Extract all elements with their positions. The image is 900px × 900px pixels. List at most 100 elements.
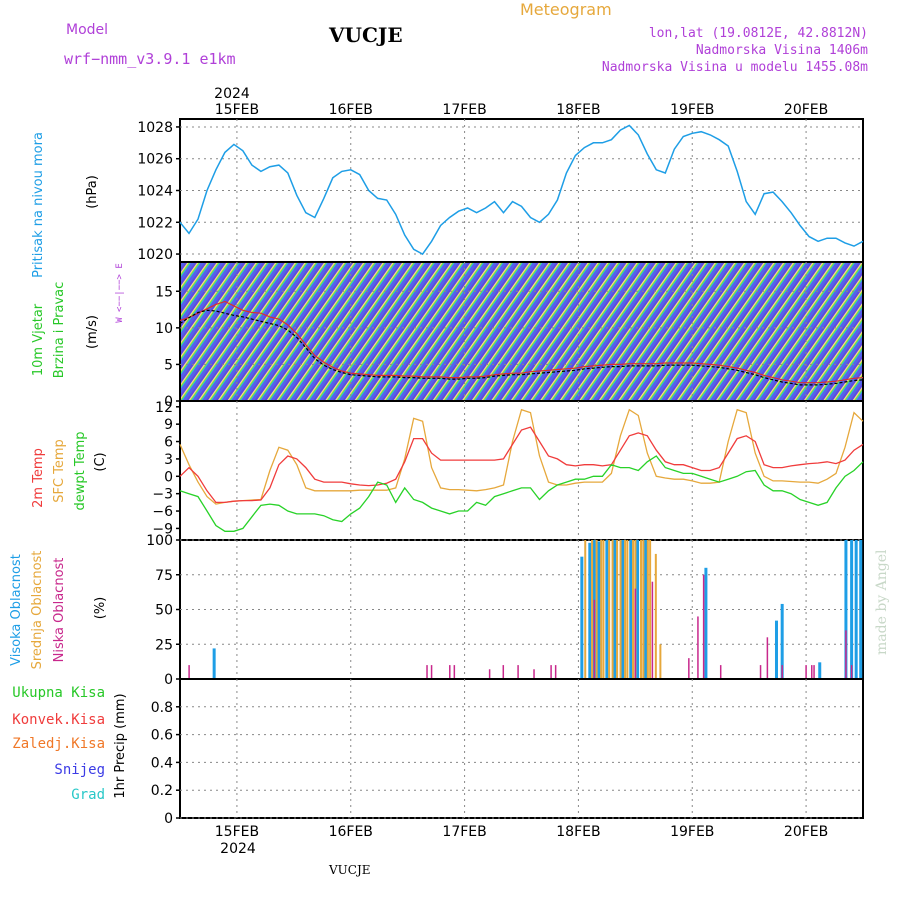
low-cloud-bar bbox=[719, 665, 722, 679]
top-date-label: 17FEB bbox=[442, 102, 486, 118]
footer-station: VUCJE bbox=[328, 863, 371, 877]
low-cloud-bar bbox=[766, 637, 769, 679]
dewpt-label: dewpt Temp bbox=[73, 431, 88, 510]
y-tick-label: 1022 bbox=[137, 215, 173, 231]
y-tick-label: 0 bbox=[164, 394, 173, 410]
sfc-temp-line bbox=[179, 408, 864, 505]
y-tick-label: 0.6 bbox=[151, 728, 173, 744]
y-tick-label: 0 bbox=[164, 672, 173, 688]
low-cloud-bar bbox=[453, 665, 456, 679]
mid-cloud-bar bbox=[642, 540, 645, 679]
low-cloud-bar bbox=[781, 665, 783, 679]
panel-frame bbox=[179, 400, 864, 541]
low-cloud-bar bbox=[502, 665, 505, 679]
mid-cloud-bar bbox=[591, 540, 594, 679]
bottom-date-labels: 15FEB 16FEB 17FEB 18FEB 19FEB 20FEB bbox=[215, 824, 828, 840]
model-label: Model bbox=[66, 22, 108, 38]
precip-legend-item: Zaledj.Kisa bbox=[12, 736, 105, 752]
top-date-label: 18FEB bbox=[556, 102, 600, 118]
top-date-label: 15FEB bbox=[215, 102, 259, 118]
y-tick-label: 75 bbox=[155, 568, 173, 584]
mid-cloud-bar bbox=[602, 540, 605, 679]
pressure-ylabel: (hPa) bbox=[85, 175, 100, 209]
wind-compass-legend: W <−−|−−> E bbox=[115, 263, 125, 323]
dewpt-line bbox=[179, 455, 864, 532]
mid-cloud-bar bbox=[624, 540, 627, 679]
low-cloud-bar bbox=[811, 665, 813, 679]
temp2m-line bbox=[179, 426, 864, 504]
cloud-ylabel: (%) bbox=[93, 597, 108, 620]
precip-legend-item: Ukupna Kisa bbox=[12, 685, 105, 701]
high-cloud-bar bbox=[780, 603, 784, 679]
low-cloud-bar bbox=[517, 665, 519, 679]
y-tick-label: 25 bbox=[155, 637, 173, 653]
low-cloud-bar bbox=[533, 669, 535, 679]
pressure-panel: 1020 1022 1024 1026 1028 bbox=[137, 118, 864, 263]
cloud-panel: 0 25 50 75 100 bbox=[146, 533, 864, 688]
mid-cloud-bar bbox=[595, 540, 598, 679]
high-cloud-bar bbox=[629, 540, 633, 679]
high-cloud-bar bbox=[597, 541, 601, 679]
y-tick-label: 1020 bbox=[137, 247, 173, 263]
high-cloud-bar bbox=[580, 556, 584, 679]
mid-cloud-bar bbox=[640, 540, 643, 679]
high-cloud-bar bbox=[636, 540, 640, 679]
mid-cloud-bar bbox=[608, 540, 611, 679]
y-tick-label: 0.8 bbox=[151, 700, 173, 716]
top-date-labels: 15FEB 16FEB 17FEB 18FEB 19FEB 20FEB bbox=[215, 102, 828, 118]
panel-frame bbox=[179, 678, 864, 819]
low-cloud-bar bbox=[651, 581, 654, 679]
top-date-label: 20FEB bbox=[784, 102, 828, 118]
y-tick-label: 12 bbox=[155, 400, 173, 416]
low-cloud-label: Niska Oblacnost bbox=[52, 558, 67, 663]
low-cloud-bar bbox=[850, 665, 853, 679]
top-date-label: 19FEB bbox=[670, 102, 714, 118]
model-elevation-text: Nadmorska Visina u modelu 1455.08m bbox=[602, 60, 868, 75]
sfctemp-label: SFC Temp bbox=[52, 439, 67, 503]
wind-gust-line bbox=[179, 300, 864, 384]
y-tick-label: 1026 bbox=[137, 152, 173, 168]
wind-title-line1: 10m Vjetar bbox=[31, 303, 46, 376]
y-tick-label: 6 bbox=[164, 435, 173, 451]
y-tick-label: 0 bbox=[164, 469, 173, 485]
precip-legend-item: Konvek.Kisa bbox=[12, 712, 105, 728]
low-cloud-bar bbox=[550, 665, 552, 679]
precip-legend: Ukupna Kisa Konvek.Kisa Zaledj.Kisa Snijeg G… bbox=[12, 685, 105, 803]
wind-arrow-field bbox=[181, 263, 862, 400]
low-cloud-bar bbox=[488, 669, 491, 679]
mid-cloud-bar bbox=[611, 540, 614, 679]
high-cloud-bar bbox=[854, 540, 858, 679]
meteogram-title: Meteogram bbox=[520, 0, 612, 19]
high-cloud-bar bbox=[621, 540, 625, 679]
bottom-date-label: 18FEB bbox=[556, 824, 600, 840]
low-cloud-bar bbox=[813, 665, 815, 679]
high-cloud-bar bbox=[859, 540, 863, 679]
y-tick-label: 3 bbox=[164, 452, 173, 468]
temp2m-label: 2m Temp bbox=[31, 448, 46, 508]
y-tick-label: 9 bbox=[164, 417, 173, 433]
high-cloud-bar bbox=[613, 540, 617, 679]
low-cloud-bar bbox=[449, 665, 451, 679]
y-tick-label: 0.2 bbox=[151, 783, 173, 799]
high-cloud-bar bbox=[850, 540, 854, 679]
low-cloud-bar bbox=[845, 630, 847, 679]
mid-cloud-bar bbox=[619, 540, 622, 679]
low-cloud-bar bbox=[634, 588, 637, 679]
high-cloud-bar bbox=[212, 648, 216, 679]
high-cloud-bar bbox=[588, 542, 592, 679]
low-cloud-bar bbox=[430, 665, 433, 679]
y-tick-label: 5 bbox=[164, 357, 173, 373]
high-cloud-bar bbox=[704, 567, 708, 679]
mid-cloud-bar bbox=[616, 540, 619, 679]
mid-cloud-bar bbox=[626, 540, 629, 679]
station-title: VUCJE bbox=[328, 23, 403, 47]
high-cloud-bar bbox=[818, 662, 822, 679]
elevation-text: Nadmorska Visina 1406m bbox=[696, 43, 868, 58]
bottom-year-label: 2024 bbox=[220, 841, 256, 857]
low-cloud-bar bbox=[188, 665, 190, 679]
low-cloud-bar bbox=[702, 574, 705, 679]
high-cloud-bar bbox=[605, 540, 609, 679]
mid-cloud-bar bbox=[659, 644, 662, 679]
low-cloud-bar bbox=[759, 665, 762, 679]
